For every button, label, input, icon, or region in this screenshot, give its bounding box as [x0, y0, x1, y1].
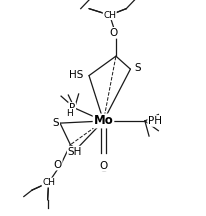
Text: O: O: [99, 161, 107, 171]
Text: O: O: [53, 160, 61, 170]
Text: S: S: [52, 118, 59, 128]
Text: P: P: [69, 103, 75, 113]
Text: O: O: [99, 164, 107, 174]
Text: O: O: [109, 28, 117, 38]
Text: Mo: Mo: [93, 114, 113, 127]
Text: H: H: [66, 109, 73, 118]
Text: SH: SH: [67, 147, 82, 157]
Text: HS: HS: [69, 70, 83, 79]
Text: CH: CH: [103, 11, 116, 20]
Text: CH: CH: [42, 178, 55, 187]
Text: PH: PH: [147, 116, 162, 126]
Text: S: S: [133, 63, 140, 73]
